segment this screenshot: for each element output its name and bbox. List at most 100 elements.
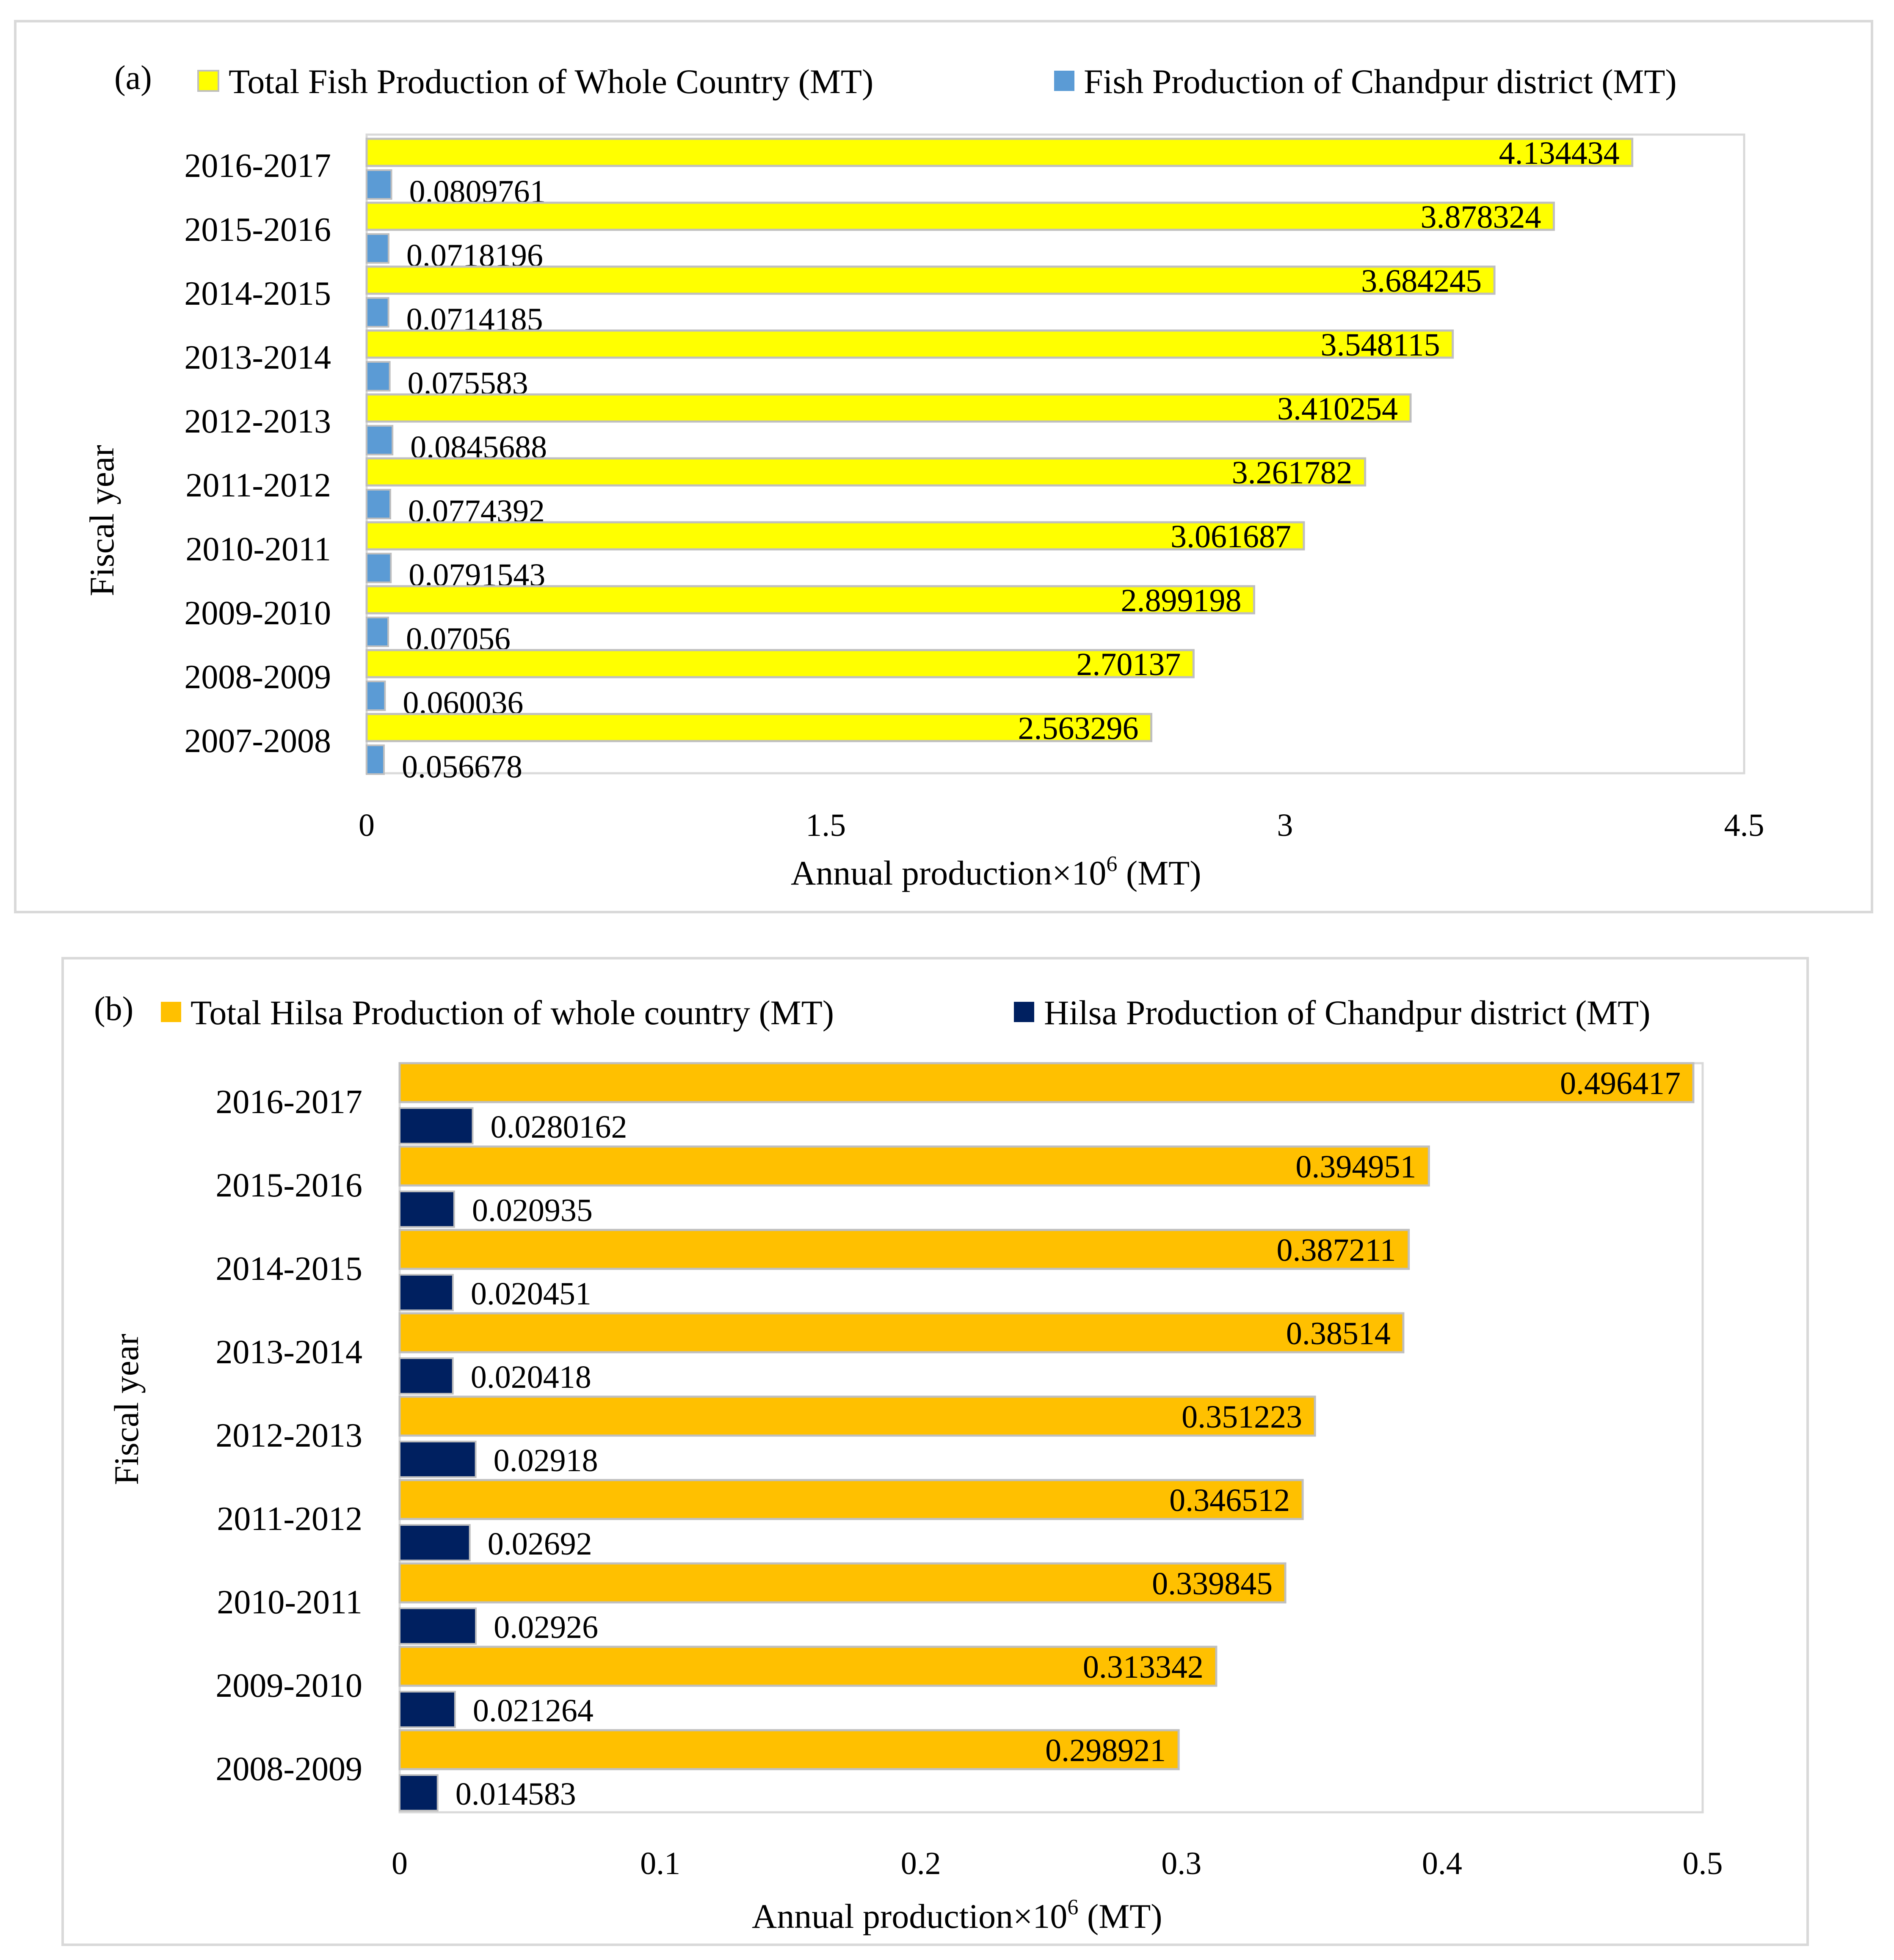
panel-a-bar-district-2008-2009 bbox=[366, 681, 386, 711]
panel-a-category-label: 2011-2012 bbox=[185, 467, 331, 504]
panel-b-category-label: 2009-2010 bbox=[215, 1667, 362, 1704]
legend-swatch-country-fish bbox=[197, 70, 219, 92]
panel-b-data-label-country: 0.38514 bbox=[1286, 1316, 1391, 1351]
panel-b-category-label: 2008-2009 bbox=[215, 1750, 362, 1788]
panel-b-data-label-district: 0.0280162 bbox=[490, 1109, 627, 1145]
panel-a-category-label: 2007-2008 bbox=[184, 722, 331, 760]
panel-a-x-tick-label: 4.5 bbox=[1724, 808, 1764, 843]
panel-b-data-label-district: 0.020935 bbox=[472, 1193, 593, 1228]
panel-b-hilsa-production-chart: (b) Total Hilsa Production of whole coun… bbox=[61, 957, 1809, 1946]
panel-a-bar-country-2011-2012 bbox=[365, 457, 1367, 487]
panel-b-data-label-district: 0.02692 bbox=[488, 1526, 592, 1562]
panel-a-x-ticks: 0 1.5 3 4.5 bbox=[359, 808, 1764, 843]
panel-a-bar-country-2007-2008 bbox=[365, 713, 1153, 742]
panel-b-bar-country-2013-2014 bbox=[398, 1312, 1405, 1354]
panel-b-data-label-district: 0.014583 bbox=[456, 1776, 576, 1812]
panel-b-bar-district-2011-2012 bbox=[399, 1524, 471, 1561]
panel-a-data-label-district: 0.056678 bbox=[402, 749, 522, 785]
legend-label-district-fish: Fish Production of Chandpur district (MT… bbox=[1084, 62, 1677, 101]
legend-swatch-district-hilsa bbox=[1014, 1002, 1034, 1022]
panel-a-bar-district-2013-2014 bbox=[366, 361, 391, 391]
panel-a-bar-country-2010-2011 bbox=[365, 521, 1305, 551]
panel-b-frame bbox=[61, 957, 1809, 1946]
panel-b-bar-district-2013-2014 bbox=[399, 1357, 454, 1395]
panel-a-bar-country-2008-2009 bbox=[365, 649, 1195, 678]
panel-b-data-label-country: 0.394951 bbox=[1295, 1149, 1416, 1185]
panel-b-bar-district-2008-2009 bbox=[399, 1774, 439, 1811]
panel-a-bar-country-2014-2015 bbox=[365, 265, 1496, 295]
panel-b-bar-district-2014-2015 bbox=[399, 1274, 454, 1311]
panel-a-data-label-country: 4.134434 bbox=[1499, 135, 1620, 171]
panel-b-category-label: 2014-2015 bbox=[215, 1250, 362, 1287]
panel-a-bar-district-2007-2008 bbox=[366, 744, 385, 775]
panel-b-x-tick-label: 0 bbox=[392, 1846, 408, 1881]
legend-label-country-fish: Total Fish Production of Whole Country (… bbox=[229, 62, 873, 101]
panel-b-x-tick-label: 0.1 bbox=[640, 1846, 680, 1881]
panel-b-data-label-country: 0.339845 bbox=[1152, 1566, 1273, 1602]
panel-b-data-label-country: 0.351223 bbox=[1182, 1399, 1302, 1435]
panel-a-bar-country-2016-2017 bbox=[365, 138, 1634, 167]
panel-a-data-label-country: 3.410254 bbox=[1277, 391, 1398, 427]
panel-a-data-label-country: 2.70137 bbox=[1076, 647, 1181, 682]
panel-a-fish-production-chart: (a) Total Fish Production of Whole Count… bbox=[14, 20, 1873, 913]
panel-b-data-label-district: 0.02918 bbox=[494, 1443, 598, 1478]
panel-b-category-label: 2016-2017 bbox=[215, 1083, 362, 1121]
panel-a-data-label-country: 3.878324 bbox=[1420, 199, 1541, 235]
panel-a-x-tick-label: 1.5 bbox=[806, 808, 846, 843]
panel-a-bar-district-2012-2013 bbox=[366, 425, 394, 455]
panel-a-bar-country-2012-2013 bbox=[365, 393, 1412, 423]
legend-swatch-district-fish bbox=[1054, 71, 1074, 91]
panel-a-category-label: 2010-2011 bbox=[185, 531, 331, 568]
panel-a-category-label: 2008-2009 bbox=[184, 659, 331, 696]
panel-a-category-label: 2012-2013 bbox=[184, 403, 331, 440]
panel-b-bar-district-2010-2011 bbox=[399, 1607, 477, 1645]
panel-b-category-label: 2010-2011 bbox=[217, 1584, 362, 1621]
panel-b-bar-country-2014-2015 bbox=[398, 1229, 1410, 1270]
panel-a-category-label: 2013-2014 bbox=[184, 339, 331, 376]
panel-b-x-tick-label: 0.5 bbox=[1683, 1846, 1723, 1881]
panel-a-bar-district-2014-2015 bbox=[366, 297, 389, 328]
panel-b-category-label: 2011-2012 bbox=[217, 1500, 362, 1538]
panel-b-data-label-country: 0.298921 bbox=[1045, 1733, 1166, 1768]
panel-a-y-axis-title: Fiscal year bbox=[83, 445, 121, 596]
panel-a-data-label-country: 3.684245 bbox=[1361, 263, 1482, 299]
panel-a-category-label: 2014-2015 bbox=[184, 275, 331, 312]
panel-a-bar-district-2011-2012 bbox=[366, 489, 391, 519]
panel-b-category-label: 2012-2013 bbox=[215, 1417, 362, 1454]
panel-b-data-label-district: 0.020451 bbox=[471, 1276, 591, 1312]
panel-b-x-ticks: 0 0.1 0.2 0.3 0.4 0.5 bbox=[392, 1846, 1723, 1881]
legend-swatch-country-hilsa bbox=[161, 1002, 181, 1022]
panel-b-data-label-country: 0.346512 bbox=[1169, 1483, 1290, 1518]
panel-a-data-label-country: 3.261782 bbox=[1232, 455, 1353, 491]
panel-b-bar-district-2012-2013 bbox=[399, 1441, 477, 1478]
panel-a-label: (a) bbox=[114, 59, 152, 96]
panel-b-x-axis-title: Annual production×106 (MT) bbox=[752, 1895, 1162, 1935]
legend-label-district-hilsa: Hilsa Production of Chandpur district (M… bbox=[1044, 993, 1651, 1032]
panel-b-data-label-district: 0.020418 bbox=[471, 1359, 591, 1395]
panel-a-x-tick-label: 3 bbox=[1277, 808, 1293, 843]
panel-a-category-labels: 2016-2017 2015-2016 2014-2015 2013-2014 2012… bbox=[184, 147, 331, 760]
panel-a-data-label-country: 2.563296 bbox=[1018, 711, 1139, 746]
panel-b-bar-district-2009-2010 bbox=[399, 1691, 456, 1728]
panel-a-x-axis-title: Annual production×106 (MT) bbox=[791, 852, 1201, 892]
panel-b-data-label-country: 0.496417 bbox=[1560, 1066, 1681, 1101]
panel-b-x-tick-label: 0.2 bbox=[901, 1846, 941, 1881]
panel-a-bar-country-2015-2016 bbox=[365, 201, 1555, 231]
panel-b-bar-country-2009-2010 bbox=[398, 1646, 1218, 1687]
panel-b-bar-country-2012-2013 bbox=[398, 1395, 1316, 1437]
panel-a-bars: 4.1344340.08097613.8783240.07181963.6842… bbox=[365, 135, 1634, 785]
panel-a-category-label: 2016-2017 bbox=[184, 147, 331, 185]
panel-b-data-label-country: 0.387211 bbox=[1276, 1232, 1396, 1268]
panel-b-data-label-district: 0.02926 bbox=[494, 1610, 598, 1645]
panel-a-data-label-country: 3.061687 bbox=[1171, 519, 1291, 554]
panel-a-data-label-country: 3.548115 bbox=[1320, 327, 1440, 363]
panel-b-bars: 0.496417 0.0280162 0.394951 0.020935 0.38721… bbox=[398, 1062, 1695, 1812]
panel-a-category-label: 2009-2010 bbox=[184, 595, 331, 632]
panel-b-x-tick-label: 0.4 bbox=[1422, 1846, 1462, 1881]
panel-a-bar-country-2009-2010 bbox=[365, 585, 1255, 615]
panel-b-category-label: 2013-2014 bbox=[215, 1334, 362, 1371]
panel-b-bar-district-2016-2017 bbox=[399, 1107, 474, 1144]
panel-b-bar-country-2015-2016 bbox=[398, 1145, 1430, 1187]
panel-a-bar-country-2013-2014 bbox=[365, 329, 1454, 359]
legend-label-country-hilsa: Total Hilsa Production of whole country … bbox=[191, 993, 834, 1032]
